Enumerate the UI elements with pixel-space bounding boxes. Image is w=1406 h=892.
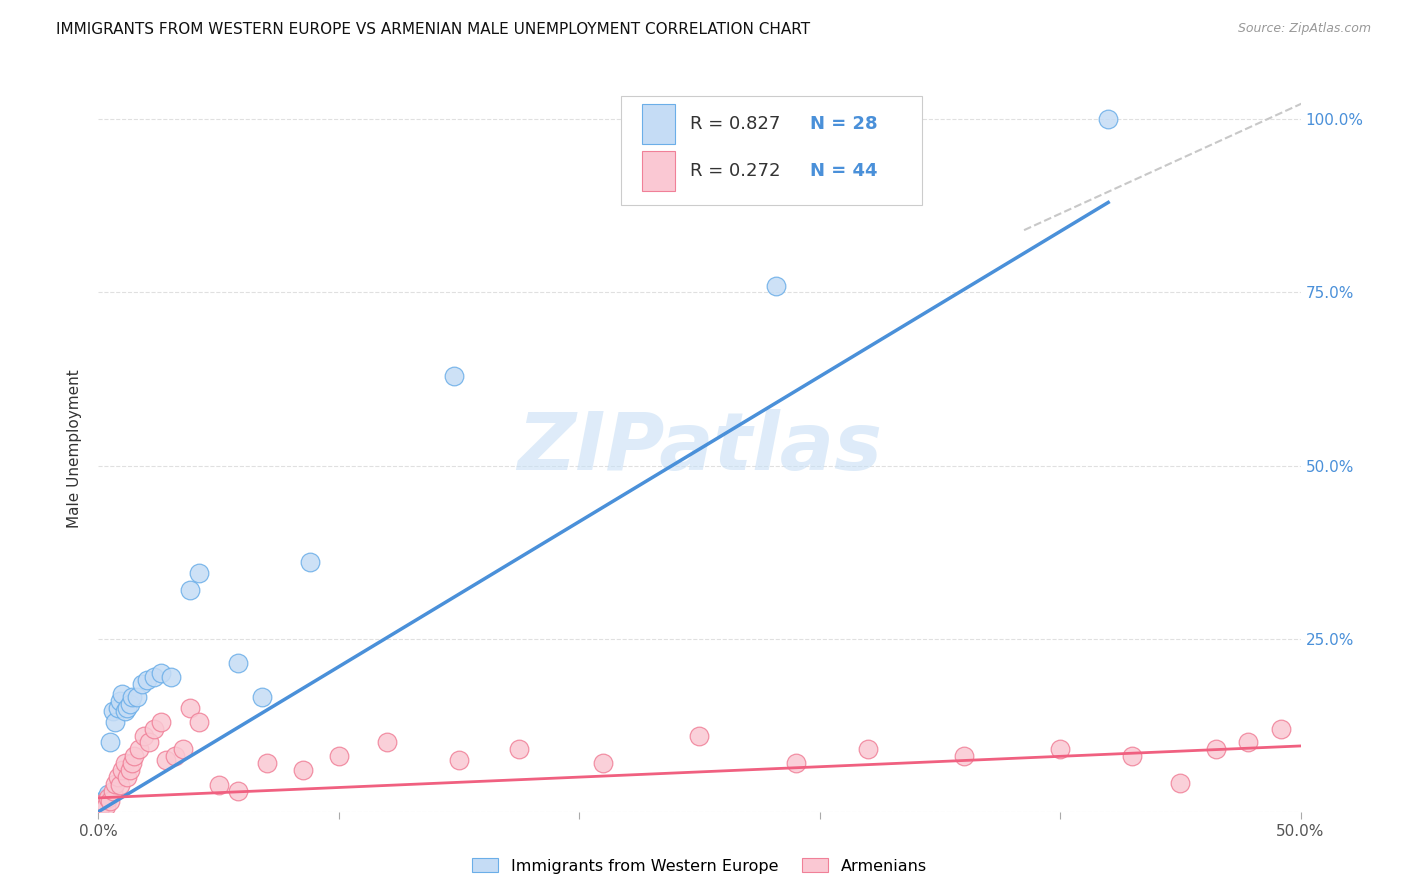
Point	[1049, 742, 1071, 756]
Point	[149, 714, 172, 729]
Text: N = 44: N = 44	[810, 161, 877, 180]
Point	[91, 797, 114, 811]
Point	[765, 278, 787, 293]
Point	[375, 735, 398, 749]
Point	[188, 566, 211, 580]
Point	[111, 763, 134, 777]
Point	[1236, 735, 1258, 749]
Point	[142, 722, 165, 736]
Point	[90, 797, 112, 812]
Point	[1170, 775, 1192, 789]
Point	[172, 742, 194, 756]
Point	[155, 753, 177, 767]
Point	[114, 704, 136, 718]
Point	[128, 742, 150, 756]
Point	[132, 729, 155, 743]
Text: R = 0.827: R = 0.827	[690, 115, 780, 133]
Point	[149, 666, 172, 681]
Point	[125, 690, 148, 705]
Point	[100, 794, 122, 808]
Point	[107, 770, 129, 784]
Point	[117, 701, 139, 715]
FancyBboxPatch shape	[621, 95, 922, 204]
Point	[121, 690, 143, 705]
Point	[689, 729, 711, 743]
Point	[104, 777, 127, 791]
Point	[100, 735, 122, 749]
Point	[291, 763, 314, 777]
Point	[856, 742, 879, 756]
Point	[165, 749, 187, 764]
Point	[592, 756, 614, 771]
Point	[94, 799, 117, 814]
Text: N = 28: N = 28	[810, 115, 877, 133]
Legend: Immigrants from Western Europe, Armenians: Immigrants from Western Europe, Armenian…	[465, 852, 934, 880]
Point	[159, 670, 181, 684]
Point	[179, 583, 201, 598]
Point	[188, 714, 211, 729]
Point	[118, 698, 141, 712]
Point	[953, 749, 976, 764]
Point	[226, 656, 249, 670]
Point	[1097, 112, 1119, 127]
Point	[121, 756, 143, 771]
Point	[208, 779, 231, 793]
Text: Source: ZipAtlas.com: Source: ZipAtlas.com	[1237, 22, 1371, 36]
Point	[256, 756, 278, 771]
Point	[135, 673, 157, 688]
Point	[328, 749, 350, 764]
Point	[97, 788, 120, 802]
Point	[1270, 722, 1292, 736]
Y-axis label: Male Unemployment: Male Unemployment	[67, 369, 83, 527]
Point	[508, 742, 530, 756]
Point	[94, 790, 117, 805]
Text: IMMIGRANTS FROM WESTERN EUROPE VS ARMENIAN MALE UNEMPLOYMENT CORRELATION CHART: IMMIGRANTS FROM WESTERN EUROPE VS ARMENI…	[56, 22, 810, 37]
Point	[90, 799, 112, 814]
Point	[179, 701, 201, 715]
Point	[1121, 749, 1143, 764]
Point	[114, 756, 136, 771]
Point	[111, 687, 134, 701]
Point	[124, 749, 146, 764]
Text: ZIPatlas: ZIPatlas	[517, 409, 882, 487]
Point	[131, 676, 153, 690]
Point	[97, 790, 120, 805]
Point	[226, 784, 249, 798]
Point	[250, 690, 273, 705]
Text: R = 0.272: R = 0.272	[690, 161, 780, 180]
Point	[117, 770, 139, 784]
Point	[118, 763, 141, 777]
Point	[447, 753, 470, 767]
Point	[108, 694, 131, 708]
Point	[785, 756, 807, 771]
Point	[443, 368, 465, 383]
Point	[138, 735, 160, 749]
Point	[101, 784, 124, 798]
Bar	[641, 104, 675, 145]
Point	[104, 714, 127, 729]
Point	[142, 670, 165, 684]
Point	[107, 701, 129, 715]
Point	[108, 779, 131, 793]
Point	[91, 794, 114, 808]
Point	[1205, 742, 1227, 756]
Bar	[641, 151, 675, 191]
Point	[298, 556, 321, 570]
Point	[101, 704, 124, 718]
